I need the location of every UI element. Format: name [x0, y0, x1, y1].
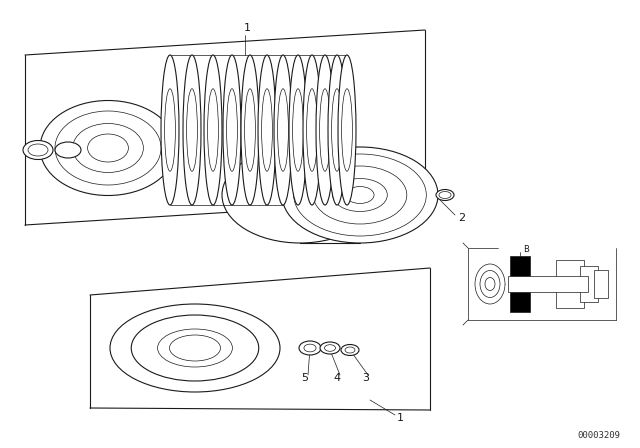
Ellipse shape	[183, 55, 201, 205]
Ellipse shape	[110, 304, 280, 392]
Ellipse shape	[294, 154, 426, 236]
Text: 3: 3	[362, 373, 369, 383]
Ellipse shape	[55, 142, 81, 158]
Bar	[580, 266, 598, 302]
Ellipse shape	[439, 191, 451, 198]
Ellipse shape	[289, 55, 307, 205]
Ellipse shape	[161, 55, 179, 205]
Ellipse shape	[338, 55, 356, 205]
Ellipse shape	[320, 342, 340, 354]
Text: 5: 5	[301, 373, 308, 383]
Ellipse shape	[88, 134, 129, 162]
Ellipse shape	[204, 55, 222, 205]
Text: 1: 1	[243, 23, 250, 33]
Bar	[510, 256, 530, 312]
Ellipse shape	[187, 89, 197, 171]
Bar	[556, 260, 584, 308]
Ellipse shape	[299, 341, 321, 355]
Ellipse shape	[316, 55, 334, 205]
Ellipse shape	[207, 89, 218, 171]
Text: 1: 1	[397, 413, 404, 423]
Ellipse shape	[73, 124, 143, 172]
Ellipse shape	[303, 55, 321, 205]
Ellipse shape	[341, 345, 359, 356]
Ellipse shape	[324, 345, 335, 351]
Ellipse shape	[278, 89, 289, 171]
Ellipse shape	[227, 89, 237, 171]
Ellipse shape	[244, 89, 255, 171]
Ellipse shape	[157, 329, 232, 367]
Ellipse shape	[222, 147, 378, 243]
Ellipse shape	[485, 277, 495, 290]
Ellipse shape	[55, 111, 161, 185]
Bar	[594, 270, 608, 298]
Ellipse shape	[319, 89, 330, 171]
Ellipse shape	[342, 89, 353, 171]
Text: 2: 2	[458, 213, 465, 223]
Text: 4: 4	[333, 373, 340, 383]
Ellipse shape	[304, 344, 316, 352]
Ellipse shape	[258, 55, 276, 205]
Ellipse shape	[313, 166, 407, 224]
Ellipse shape	[40, 100, 176, 195]
Ellipse shape	[223, 55, 241, 205]
Ellipse shape	[346, 186, 374, 203]
Text: B: B	[523, 245, 529, 254]
Ellipse shape	[480, 271, 500, 297]
Ellipse shape	[164, 89, 175, 171]
Bar	[508, 276, 588, 292]
Ellipse shape	[332, 89, 342, 171]
Ellipse shape	[262, 89, 273, 171]
Ellipse shape	[292, 89, 303, 171]
Ellipse shape	[23, 141, 53, 159]
Ellipse shape	[28, 144, 48, 156]
Ellipse shape	[475, 264, 505, 304]
Ellipse shape	[131, 315, 259, 381]
Ellipse shape	[241, 55, 259, 205]
Text: 00003209: 00003209	[577, 431, 620, 439]
Ellipse shape	[282, 147, 438, 243]
Ellipse shape	[307, 89, 317, 171]
Ellipse shape	[345, 347, 355, 353]
Ellipse shape	[274, 55, 292, 205]
Ellipse shape	[170, 335, 221, 361]
Ellipse shape	[436, 190, 454, 201]
Ellipse shape	[328, 55, 346, 205]
Ellipse shape	[333, 178, 387, 211]
